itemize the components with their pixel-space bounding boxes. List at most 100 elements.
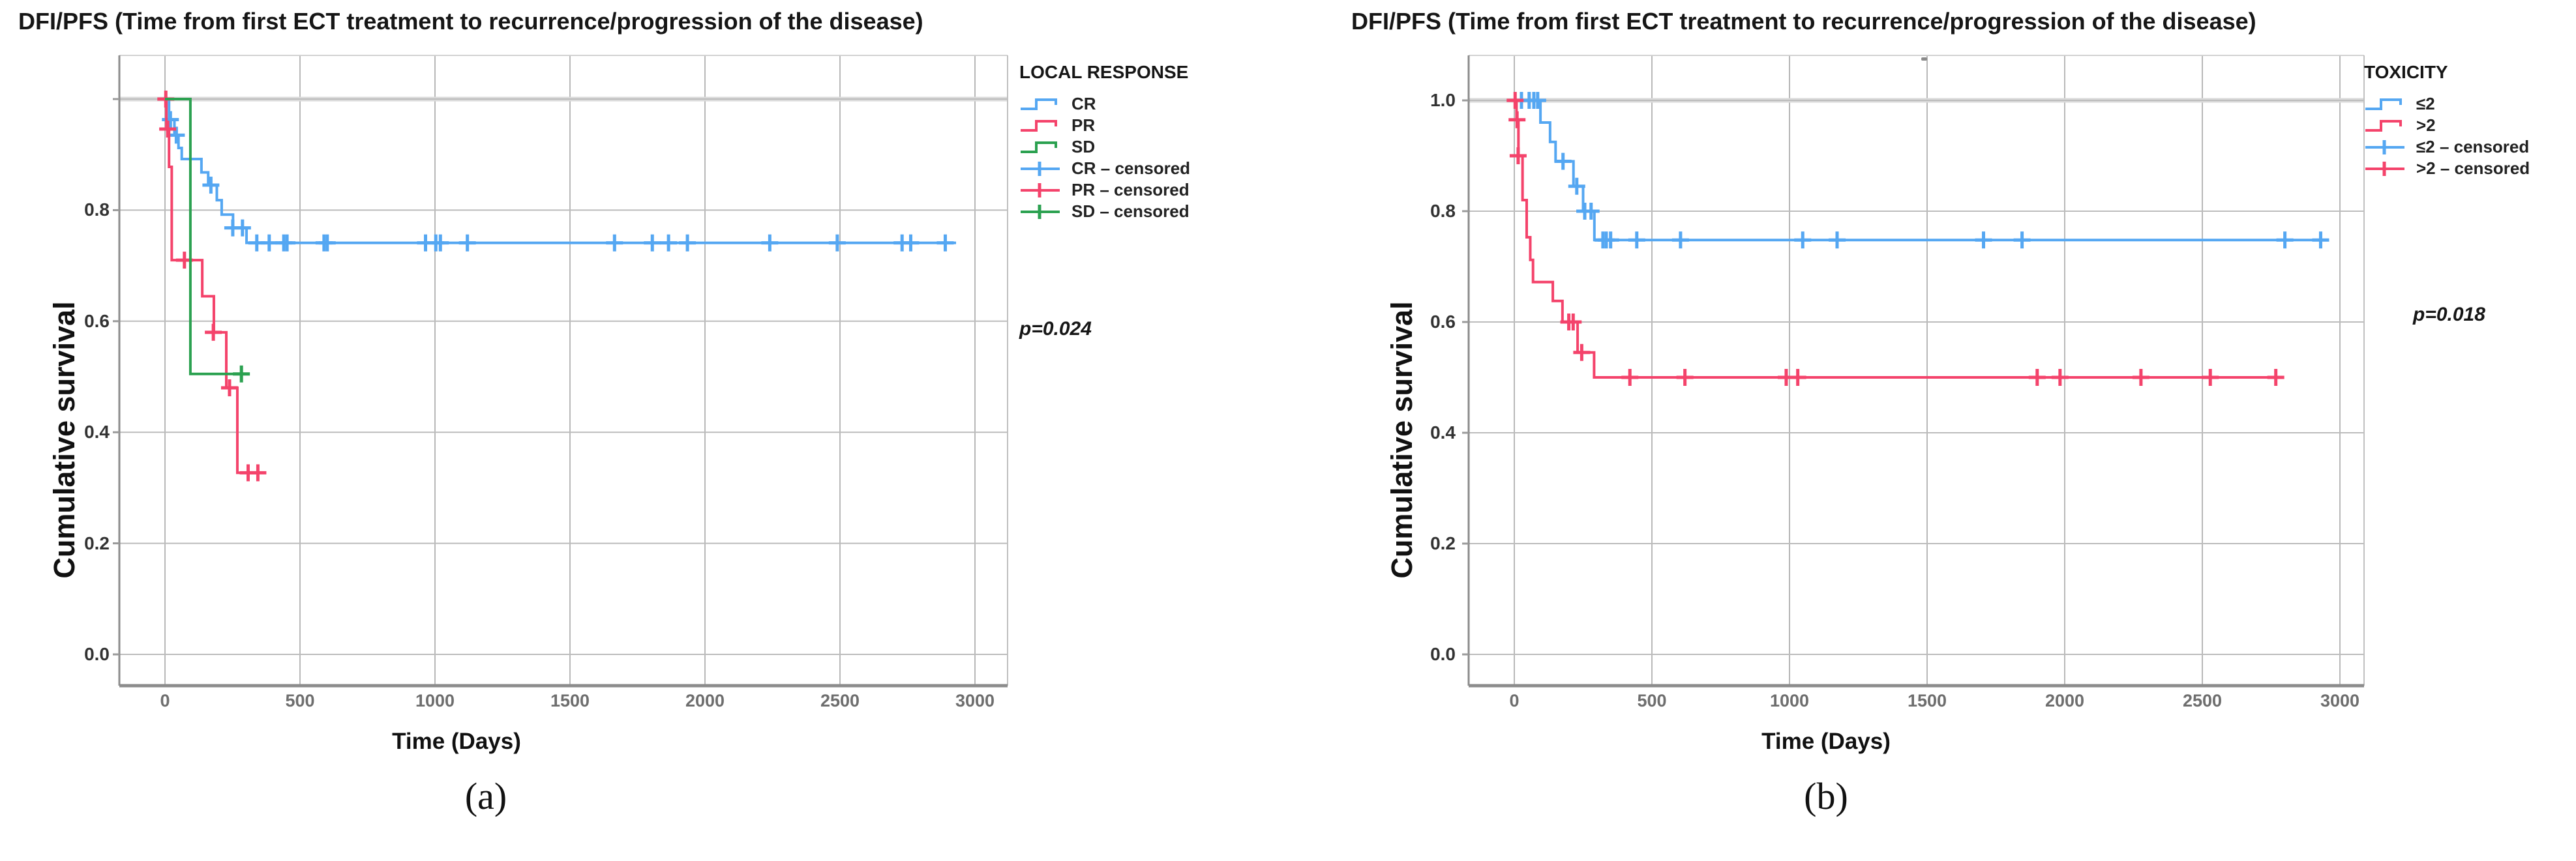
panel-a-censor-mark-CR xyxy=(162,111,179,128)
panel-b-caption: (b) xyxy=(1804,775,1848,817)
panel-b-y-tick-label: 0.4 xyxy=(1430,422,1456,443)
panel-a-legend-entry-SD: SD xyxy=(1019,136,1190,158)
legend-entry-label: PR – censored xyxy=(1071,180,1190,199)
panel-a-y-tick-label: 0.0 xyxy=(84,644,110,664)
panel-b-censor-mark->2 xyxy=(1789,369,1806,386)
panel-a-legend-entry-SD-censored: SD – censored xyxy=(1019,201,1190,222)
panel-b-curve->2 xyxy=(1514,99,2276,379)
panel-b-censor-mark-≤2 xyxy=(2013,231,2031,249)
censored-plus-icon xyxy=(1021,204,1060,219)
panel-a-y-tick-label: 0.8 xyxy=(84,199,110,220)
panel-b-x-tick-label: 2000 xyxy=(2044,691,2085,710)
panel-b-censor-mark-≤2 xyxy=(2276,231,2294,249)
panel-a-curve-CR xyxy=(165,98,957,244)
censored-plus-icon xyxy=(1021,182,1060,197)
step-line-icon xyxy=(2365,98,2402,110)
panel-b-y-tick-label: 0.8 xyxy=(1430,201,1456,221)
panel-b-x-tick-label: 500 xyxy=(1637,691,1667,710)
panel-a-censor-mark-CR xyxy=(936,234,954,252)
panel-b-censor-mark-≤2 xyxy=(1582,203,1600,220)
panel-b-censor-mark->2 xyxy=(1508,111,1526,128)
panel-b-title: DFI/PFS (Time from first ECT treatment t… xyxy=(1351,8,2256,35)
panel-b-y-tick-label: 0.6 xyxy=(1430,312,1456,332)
panel-b-x-tick-label: 3000 xyxy=(2320,691,2360,710)
panel-b-censor-mark-≤2 xyxy=(1829,231,1846,249)
panel-a-x-tick-label: 500 xyxy=(285,691,315,710)
panel-b-censor-mark->2 xyxy=(2051,369,2069,386)
panel-a-x-axis-label: Time (Days) xyxy=(392,729,521,754)
panel-b-legend-entry-≤2-censored: ≤2 – censored xyxy=(2364,136,2530,158)
step-line-icon xyxy=(1021,98,1057,110)
panel-a-censor-mark-CR xyxy=(318,234,336,252)
panel-b-x-axis-label: Time (Days) xyxy=(1761,729,1891,754)
panel-b-censor-mark->2 xyxy=(1509,147,1527,164)
panel-b-x-tick-label: 2500 xyxy=(2182,691,2223,710)
panel-b-censor-mark-≤2 xyxy=(1671,231,1689,249)
panel-a-legend-entry-CR: CR xyxy=(1019,93,1190,115)
artifact-dot xyxy=(1921,57,1927,61)
legend-entry-label: ≤2 – censored xyxy=(2416,137,2530,156)
panel-a-censor-mark-CR xyxy=(458,234,476,252)
panel-b-legend-entry-≤2: ≤2 xyxy=(2364,93,2530,115)
panel-a-legend: LOCAL RESPONSE CR PR SD CR – censored PR – c… xyxy=(1019,62,1190,222)
legend-entry-label: ≤2 xyxy=(2416,94,2435,113)
panel-a-p-value: p=0.024 xyxy=(1019,318,1092,340)
panel-a-y-tick-label: 0.4 xyxy=(84,422,110,443)
panel-a-censor-mark-CR xyxy=(168,126,185,144)
panel-a-legend-title: LOCAL RESPONSE xyxy=(1019,62,1189,82)
legend-entry-label: CR – censored xyxy=(1071,158,1191,178)
legend-entry-label: SD – censored xyxy=(1071,201,1190,221)
panel-b-legend-entries: ≤2 >2 ≤2 – censored >2 – censored xyxy=(2364,93,2530,179)
panel-a-censor-mark-CR xyxy=(902,234,920,252)
panel-a-y-tick-label: 0.6 xyxy=(84,310,110,331)
panel-a-x-tick-label: 0 xyxy=(160,691,170,710)
panel-b-legend-entry->2-censored: >2 – censored xyxy=(2364,158,2530,179)
panel-a-censor-mark-SD xyxy=(233,365,250,383)
step-line-icon xyxy=(1021,119,1057,132)
legend-entry-label: SD xyxy=(1071,137,1096,156)
panel-b-censor-mark-≤2 xyxy=(2312,231,2329,249)
panel-b-x-tick-label: 1500 xyxy=(1907,691,1947,710)
panel-a-title: DFI/PFS (Time from first ECT treatment t… xyxy=(18,8,923,35)
panel-a-censor-mark-CR xyxy=(278,234,296,252)
panel-b-censor-mark-≤2 xyxy=(1975,231,1992,249)
legend-entry-label: CR xyxy=(1071,94,1096,113)
panel-b-censor-mark->2 xyxy=(1565,314,1582,330)
panel-b-censor-mark-≤2 xyxy=(1568,177,1585,195)
panel-b-censor-mark-≤2 xyxy=(1794,231,1812,249)
panel-a-censor-mark-CR xyxy=(679,234,696,252)
panel-a-censor-mark-PR xyxy=(220,379,238,397)
panel-a-x-tick-label: 1500 xyxy=(550,691,590,710)
censored-plus-icon xyxy=(2365,161,2404,176)
panel-a-censor-mark-CR xyxy=(828,234,846,252)
panel-a-x-tick-label: 2500 xyxy=(820,691,860,710)
legend-entry-label: >2 – censored xyxy=(2416,158,2530,178)
panel-a-x-tick-label: 3000 xyxy=(955,691,995,710)
panel-a-legend-entries: CR PR SD CR – censored PR – censored SD – cen… xyxy=(1019,93,1190,222)
legend-entry-label: PR xyxy=(1071,115,1096,135)
panel-b-censor-mark->2 xyxy=(2202,369,2219,386)
censored-plus-icon xyxy=(2365,139,2404,154)
panel-a-censor-mark-PR xyxy=(205,323,222,341)
panel-b-censor-mark-≤2 xyxy=(1529,92,1546,109)
step-line-icon xyxy=(2365,119,2402,132)
panel-a-censor-mark-CR xyxy=(660,234,678,252)
panel-b-censor-mark-≤2 xyxy=(1554,153,1572,170)
panel-b-y-tick-label: 1.0 xyxy=(1430,90,1456,110)
panel-b-censor-mark->2 xyxy=(1676,369,1694,386)
panel-b-x-tick-label: 0 xyxy=(1509,691,1520,710)
panel-b-censor-mark-≤2 xyxy=(1602,231,1619,249)
panel-b-curve-≤2 xyxy=(1514,99,2321,242)
panel-a-censor-mark-CR xyxy=(233,219,251,237)
panel-a-curve-PR xyxy=(165,98,266,474)
panel-b-legend-entry->2: >2 xyxy=(2364,115,2530,136)
panel-b-censor-mark->2 xyxy=(1621,369,1639,386)
panel-b-censor-mark->2 xyxy=(1506,92,1524,109)
panel-b-censor-mark->2 xyxy=(2267,369,2284,386)
panel-a-x-tick-label: 2000 xyxy=(685,691,725,710)
panel-a-censor-mark-PR xyxy=(249,464,267,482)
panel-b-censor-mark->2 xyxy=(2132,369,2149,386)
panel-a-legend-entry-PR-censored: PR – censored xyxy=(1019,179,1190,201)
